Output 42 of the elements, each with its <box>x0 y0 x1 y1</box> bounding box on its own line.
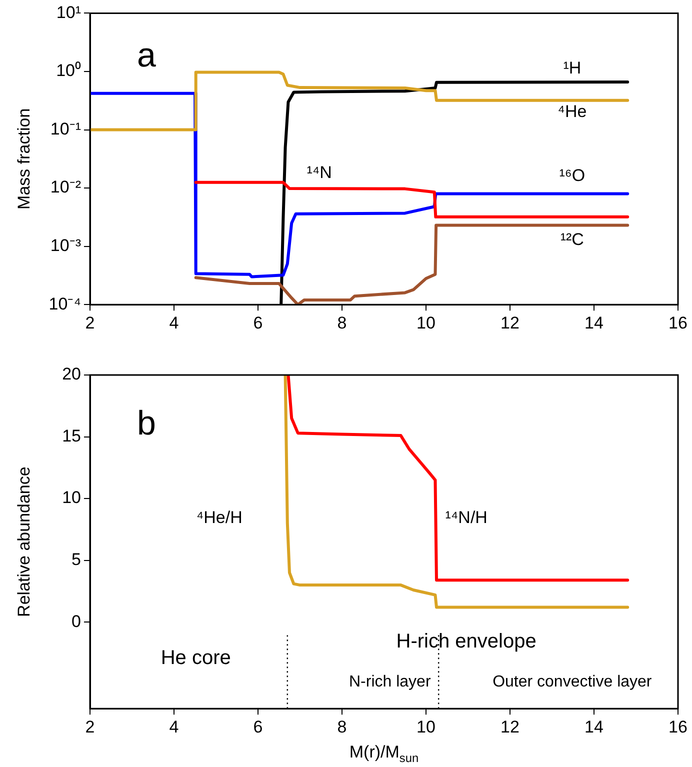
annotation: N-rich layer <box>348 673 432 690</box>
x-tick-label: 2 <box>85 313 95 332</box>
series-label: ¹H <box>563 58 582 78</box>
y-tick-label: 10¹ <box>56 2 82 22</box>
x-tick-label: 12 <box>500 717 520 736</box>
annotation: b <box>137 404 156 442</box>
x-tick-label: 6 <box>253 313 263 332</box>
x-tick-label: 2 <box>85 717 95 736</box>
annotation: Outer convective layer <box>492 673 652 690</box>
x-tick-label: 14 <box>584 717 604 736</box>
annotation: H-rich envelope <box>396 630 536 652</box>
y-tick-label: 0 <box>72 612 81 631</box>
x-tick-label: 4 <box>169 313 179 332</box>
y-tick-label: 10⁻² <box>50 178 82 197</box>
y-axis-title: Relative abundance <box>14 466 34 617</box>
x-tick-label: 8 <box>337 717 347 736</box>
x-tick-label: 16 <box>668 313 688 332</box>
y-tick-label: 5 <box>72 550 81 570</box>
y-tick-label: 10⁰ <box>56 61 81 80</box>
series-label: ¹⁴N <box>306 163 332 182</box>
x-tick-label: 4 <box>169 717 179 736</box>
y-axis-title: Mass fraction <box>14 108 34 210</box>
y-tick-label: 10⁻¹ <box>50 119 82 138</box>
x-tick-label: 10 <box>416 313 436 332</box>
y-tick-label: 10 <box>62 488 81 508</box>
series-label: ⁴He <box>558 102 587 121</box>
x-tick-label: 12 <box>500 313 520 332</box>
x-tick-label: 8 <box>337 313 347 332</box>
annotation: a <box>137 36 156 74</box>
annotation: He core <box>160 647 231 670</box>
series-label: ¹²C <box>560 230 584 250</box>
series-label: ¹⁶O <box>559 166 586 186</box>
x-tick-label: 14 <box>584 313 604 332</box>
x-tick-label: 10 <box>416 717 436 736</box>
x-tick-label: 16 <box>668 717 688 736</box>
y-tick-label: 10⁻³ <box>50 236 82 256</box>
y-tick-label: 15 <box>62 426 81 446</box>
y-tick-label: 20 <box>62 364 81 384</box>
x-tick-label: 6 <box>253 717 263 736</box>
series-label: ¹⁴N/H <box>445 508 488 528</box>
y-tick-label: 10⁻⁴ <box>48 294 81 314</box>
text: ⁴He/H <box>196 508 242 528</box>
